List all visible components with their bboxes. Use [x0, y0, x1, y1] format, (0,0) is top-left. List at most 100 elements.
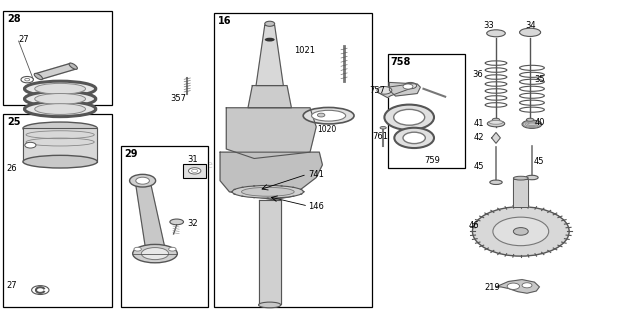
Circle shape: [507, 283, 520, 289]
Circle shape: [522, 283, 532, 288]
Ellipse shape: [35, 83, 86, 94]
Polygon shape: [513, 179, 528, 207]
Ellipse shape: [25, 142, 36, 148]
Text: 758: 758: [390, 57, 410, 67]
Ellipse shape: [380, 126, 386, 129]
Circle shape: [241, 187, 244, 188]
Ellipse shape: [259, 302, 281, 308]
Circle shape: [300, 194, 303, 195]
Ellipse shape: [241, 187, 294, 196]
Circle shape: [253, 197, 255, 198]
Polygon shape: [248, 86, 291, 108]
Circle shape: [192, 169, 198, 172]
Text: 45: 45: [534, 157, 544, 166]
Text: 42: 42: [474, 133, 484, 142]
Ellipse shape: [522, 120, 542, 128]
Bar: [121, 146, 208, 307]
Text: 28: 28: [7, 14, 20, 24]
Ellipse shape: [141, 248, 169, 260]
Circle shape: [188, 168, 201, 174]
Circle shape: [303, 191, 305, 192]
Text: 757: 757: [370, 86, 386, 95]
Circle shape: [317, 113, 325, 117]
Circle shape: [267, 185, 269, 186]
Ellipse shape: [487, 120, 505, 127]
Text: 759: 759: [425, 156, 441, 165]
Circle shape: [241, 196, 244, 197]
Circle shape: [292, 196, 294, 197]
Text: 27: 27: [19, 35, 29, 44]
Circle shape: [134, 247, 141, 251]
Text: 31: 31: [187, 155, 198, 164]
Ellipse shape: [23, 122, 97, 135]
Text: 1021: 1021: [294, 46, 316, 55]
Circle shape: [292, 187, 294, 188]
Circle shape: [394, 128, 434, 148]
Text: 16: 16: [218, 16, 231, 26]
Circle shape: [377, 87, 392, 94]
Ellipse shape: [487, 30, 505, 37]
Polygon shape: [256, 25, 283, 86]
Text: 761: 761: [372, 132, 388, 141]
Circle shape: [267, 197, 269, 199]
Ellipse shape: [25, 101, 95, 117]
Text: eReplacementParts.com: eReplacementParts.com: [193, 160, 328, 170]
Ellipse shape: [34, 73, 43, 80]
Ellipse shape: [489, 120, 503, 124]
Ellipse shape: [35, 94, 86, 104]
Circle shape: [493, 217, 549, 246]
Polygon shape: [492, 133, 500, 143]
Circle shape: [233, 194, 236, 195]
Ellipse shape: [23, 155, 97, 168]
Circle shape: [25, 78, 30, 81]
Polygon shape: [378, 84, 414, 98]
Text: 32: 32: [187, 219, 198, 228]
Text: 146: 146: [308, 202, 324, 210]
Ellipse shape: [492, 118, 500, 121]
Circle shape: [472, 207, 569, 256]
Ellipse shape: [513, 176, 528, 180]
Circle shape: [21, 76, 33, 83]
Text: 46: 46: [469, 221, 479, 230]
Text: 36: 36: [472, 70, 483, 79]
Circle shape: [403, 132, 425, 144]
Ellipse shape: [303, 107, 354, 124]
Circle shape: [231, 191, 233, 192]
Circle shape: [169, 247, 176, 251]
Circle shape: [280, 185, 283, 187]
Circle shape: [394, 109, 425, 125]
Ellipse shape: [265, 38, 275, 42]
Polygon shape: [135, 181, 166, 254]
Text: 29: 29: [125, 149, 138, 159]
Bar: [3, 11, 112, 105]
Ellipse shape: [265, 21, 275, 26]
Circle shape: [233, 189, 236, 190]
Text: 35: 35: [534, 75, 545, 84]
Polygon shape: [496, 280, 539, 293]
Polygon shape: [35, 63, 76, 79]
Ellipse shape: [312, 110, 346, 121]
Text: 40: 40: [534, 118, 545, 126]
Text: 1020: 1020: [317, 126, 337, 134]
Ellipse shape: [526, 175, 538, 180]
Text: 45: 45: [474, 162, 484, 171]
Ellipse shape: [520, 28, 541, 36]
Polygon shape: [389, 82, 420, 96]
Ellipse shape: [136, 177, 149, 184]
Circle shape: [403, 84, 413, 89]
Ellipse shape: [232, 185, 303, 198]
Polygon shape: [259, 200, 281, 304]
Bar: [388, 54, 465, 168]
Circle shape: [513, 228, 528, 235]
Ellipse shape: [69, 63, 78, 69]
Circle shape: [384, 105, 434, 130]
Ellipse shape: [25, 91, 95, 107]
Ellipse shape: [526, 118, 534, 121]
Text: 25: 25: [7, 117, 20, 127]
Text: 34: 34: [525, 21, 536, 30]
Text: 41: 41: [474, 119, 484, 128]
Circle shape: [253, 185, 255, 187]
Ellipse shape: [170, 219, 184, 225]
Ellipse shape: [130, 174, 156, 187]
Text: 741: 741: [308, 170, 324, 179]
